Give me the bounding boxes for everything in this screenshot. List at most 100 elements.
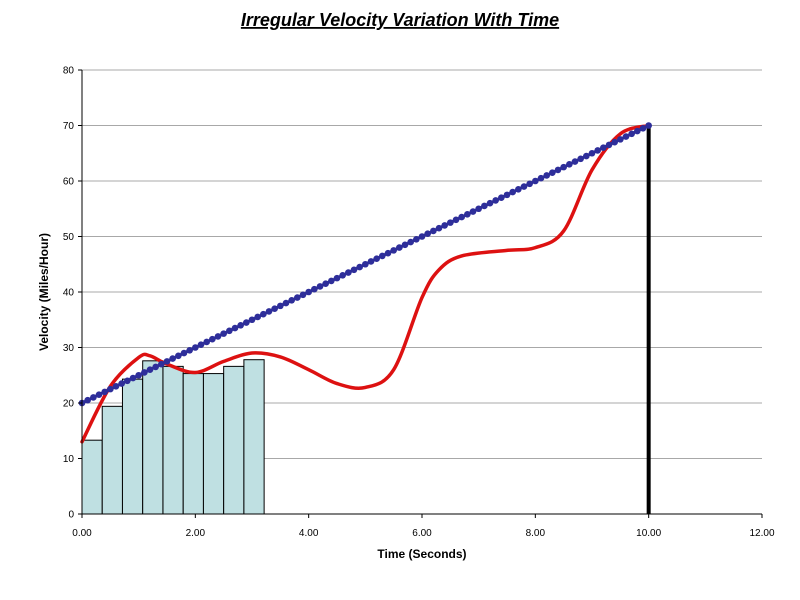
linear-point — [577, 155, 584, 163]
linear-point — [203, 338, 210, 346]
linear-point — [146, 366, 154, 374]
linear-point — [260, 310, 267, 318]
histogram-bar — [81, 439, 103, 515]
axes — [78, 69, 763, 518]
linear-series — [78, 122, 652, 407]
linear-point — [248, 316, 256, 324]
y-tick-label: 70 — [63, 121, 75, 132]
linear-point — [441, 222, 448, 229]
x-tick-label: 4.00 — [299, 528, 319, 539]
linear-point — [169, 355, 176, 362]
linear-point — [231, 324, 239, 332]
linear-point — [486, 199, 494, 207]
y-tick-label: 80 — [63, 66, 75, 77]
linear-point — [345, 269, 352, 276]
linear-point — [622, 133, 630, 140]
linear-point — [532, 177, 539, 185]
histogram-bar — [182, 373, 204, 515]
linear-point — [639, 124, 647, 132]
x-tick-label: 12.00 — [749, 528, 774, 539]
linear-point — [237, 322, 244, 329]
linear-point — [328, 277, 335, 285]
x-tick-label: 2.00 — [186, 528, 206, 539]
chart-title: Irregular Velocity Variation With Time — [241, 10, 559, 30]
linear-point — [617, 136, 624, 143]
histogram-bar — [162, 365, 184, 515]
linear-point — [594, 147, 601, 154]
linear-point — [430, 227, 437, 235]
linear-point — [254, 313, 261, 321]
linear-point — [566, 161, 573, 168]
linear-point — [322, 280, 329, 287]
linear-point — [481, 202, 488, 210]
linear-point — [492, 197, 499, 204]
linear-point — [112, 383, 120, 390]
linear-point — [158, 360, 165, 368]
y-tick-label: 40 — [63, 288, 75, 299]
linear-point — [197, 341, 205, 349]
linear-point — [299, 291, 307, 299]
histogram-bars — [81, 359, 265, 515]
linear-point — [571, 158, 579, 165]
y-tick-label: 30 — [63, 343, 75, 354]
linear-point — [214, 333, 222, 340]
linear-point — [526, 180, 533, 188]
histogram-bar — [142, 360, 164, 515]
linear-point — [549, 169, 556, 176]
linear-point — [401, 241, 409, 249]
linear-point — [600, 144, 607, 151]
linear-point — [243, 319, 250, 326]
linear-point — [413, 235, 420, 243]
linear-point — [282, 299, 290, 307]
histogram-bar — [121, 378, 144, 515]
histogram-bar — [101, 405, 123, 515]
x-tick-label: 10.00 — [636, 528, 661, 539]
linear-point — [537, 174, 545, 182]
linear-point — [350, 266, 358, 274]
linear-point — [628, 130, 635, 138]
x-tick-label: 8.00 — [526, 528, 546, 539]
linear-point — [129, 374, 137, 382]
y-axis-label: Velocity (Miles/Hour) — [37, 233, 51, 351]
linear-point — [543, 172, 550, 179]
y-tick-label: 10 — [63, 454, 75, 465]
linear-point — [220, 330, 227, 337]
y-tick-label: 60 — [63, 177, 75, 188]
linear-point — [95, 391, 103, 398]
linear-point — [135, 371, 142, 379]
linear-point — [209, 335, 216, 343]
linear-point — [265, 308, 273, 315]
linear-point — [277, 302, 284, 310]
y-tick-label: 50 — [63, 232, 75, 243]
linear-point — [520, 183, 528, 190]
linear-point — [367, 258, 375, 265]
linear-point — [175, 352, 182, 360]
linear-point — [418, 233, 426, 240]
linear-point — [288, 297, 295, 304]
linear-point — [152, 363, 159, 371]
linear-point — [634, 127, 641, 135]
histogram-bar — [202, 373, 225, 515]
tick-labels: 0 10 20 30 40 50 60 70 80 0.00 2.00 4.00 6.00 8.00 10.… — [63, 66, 775, 540]
linear-point — [464, 211, 471, 218]
linear-point — [424, 230, 431, 238]
linear-point — [469, 208, 477, 215]
linear-point — [503, 191, 511, 199]
linear-point — [407, 238, 414, 246]
linear-point — [605, 141, 613, 149]
x-tick-label: 0.00 — [72, 528, 92, 539]
linear-point — [583, 152, 590, 160]
y-tick-label: 20 — [63, 399, 75, 410]
linear-point — [379, 252, 386, 260]
linear-point — [356, 263, 363, 271]
linear-point — [271, 305, 278, 312]
linear-point — [101, 388, 108, 396]
linear-point — [645, 122, 652, 129]
linear-point — [90, 394, 97, 401]
linear-point — [311, 285, 318, 293]
linear-point — [390, 247, 397, 254]
x-tick-label: 6.00 — [412, 528, 432, 539]
linear-point — [141, 369, 148, 376]
linear-point — [163, 358, 171, 365]
linear-point — [515, 186, 522, 193]
